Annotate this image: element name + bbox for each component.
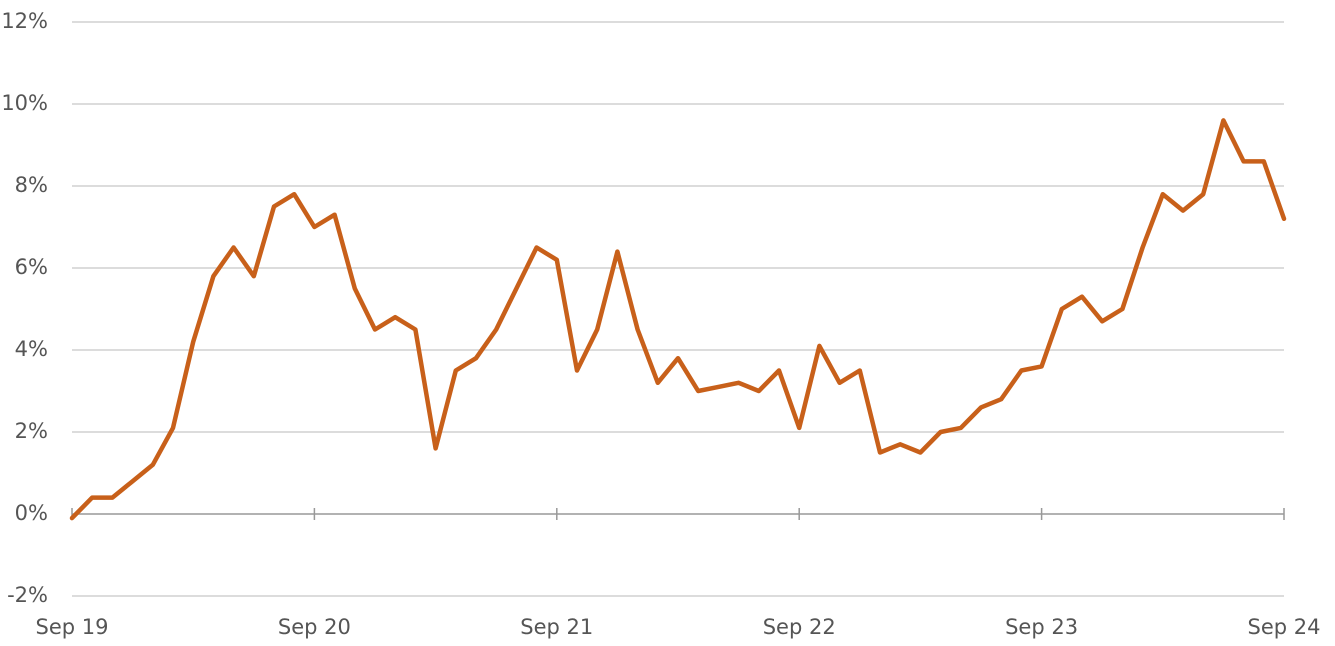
y-tick-label: 0%	[15, 501, 48, 525]
x-tick-label: Sep 21	[520, 615, 593, 639]
data-line	[69, 118, 1287, 521]
y-tick-label: 12%	[1, 9, 48, 33]
x-tick-label: Sep 24	[1248, 615, 1321, 639]
y-tick-label: 4%	[15, 337, 48, 361]
y-tick-label: 6%	[15, 255, 48, 279]
x-tick-label: Sep 22	[763, 615, 836, 639]
x-tick-label: Sep 20	[278, 615, 351, 639]
y-tick-label: 10%	[1, 91, 48, 115]
x-tick-label: Sep 19	[36, 615, 109, 639]
y-tick-label: -2%	[7, 583, 48, 607]
x-tick-label: Sep 23	[1005, 615, 1078, 639]
y-tick-label: 8%	[15, 173, 48, 197]
y-tick-label: 2%	[15, 419, 48, 443]
